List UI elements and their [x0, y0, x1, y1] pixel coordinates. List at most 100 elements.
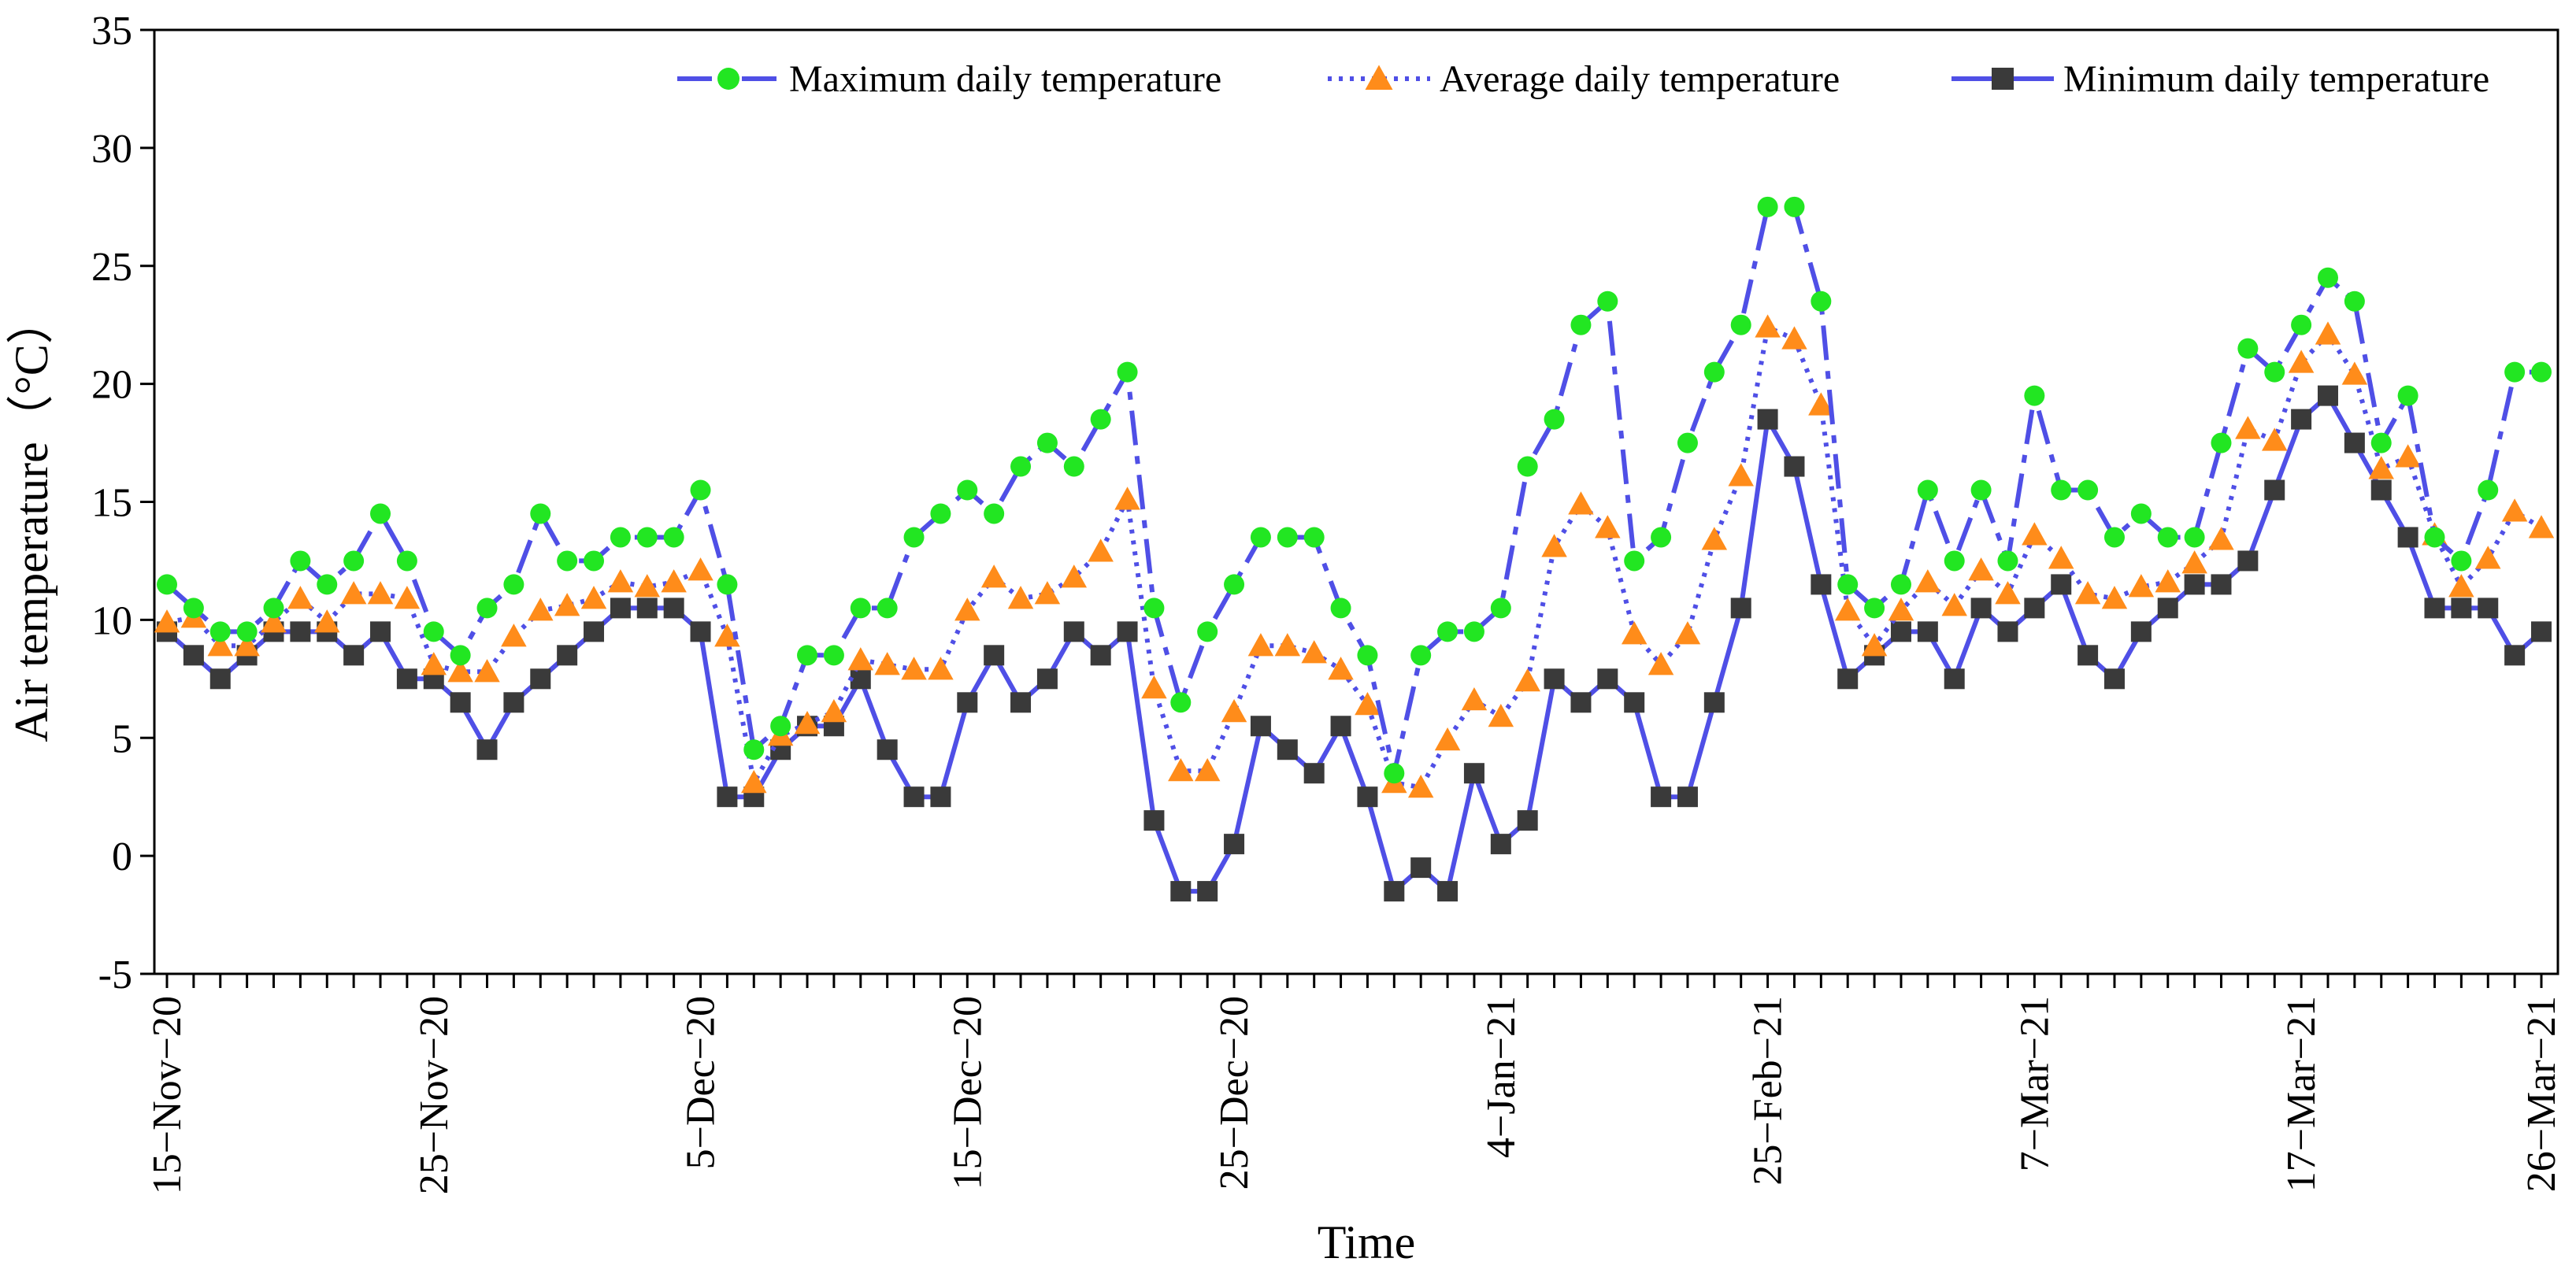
data-point	[234, 633, 260, 657]
data-point	[2397, 527, 2418, 548]
legend-label: Minimum daily temperature	[2063, 58, 2489, 100]
data-point	[2395, 444, 2421, 468]
y-tick-label: 5	[112, 716, 132, 761]
data-point	[1624, 550, 1645, 572]
data-point	[2184, 574, 2205, 595]
data-point	[2291, 314, 2312, 335]
data-point	[1010, 692, 1032, 713]
series-triangle	[154, 314, 2555, 798]
data-point	[2504, 361, 2526, 383]
data-point	[2368, 456, 2394, 479]
data-point	[1221, 699, 1247, 723]
data-point	[554, 593, 580, 616]
data-point	[580, 586, 607, 609]
data-point	[2397, 385, 2418, 406]
data-point	[1247, 633, 1274, 657]
data-point	[1250, 527, 1271, 548]
data-point	[2211, 574, 2232, 595]
data-point	[2128, 574, 2155, 598]
data-point	[688, 557, 713, 581]
data-point	[1063, 456, 1084, 477]
data-point	[847, 647, 874, 671]
data-point	[2448, 574, 2474, 598]
data-point	[1595, 515, 1621, 538]
data-point	[396, 550, 417, 572]
data-point	[714, 624, 740, 647]
data-point	[209, 668, 231, 690]
data-point	[2103, 527, 2125, 548]
data-point	[2478, 479, 2499, 501]
data-point	[1728, 463, 1754, 487]
data-point	[1170, 692, 1192, 713]
legend-marker	[1365, 65, 1393, 90]
data-point	[1488, 704, 1514, 727]
y-tick-label: 35	[91, 9, 132, 54]
data-point	[2501, 498, 2528, 522]
data-point	[1944, 550, 1965, 572]
data-point	[1168, 757, 1194, 782]
data-point	[1970, 479, 1992, 501]
data-point	[2157, 598, 2178, 619]
y-axis-title: Air temperature（°C）	[6, 297, 57, 742]
data-point	[421, 652, 447, 675]
data-point	[1544, 668, 1565, 690]
data-point	[1624, 692, 1645, 713]
data-point	[1007, 586, 1034, 609]
data-point	[903, 527, 925, 548]
x-tick-label: 17−Mar−21	[2279, 996, 2324, 1192]
data-point	[476, 598, 498, 619]
data-point	[2051, 479, 2072, 501]
data-point	[1941, 593, 1967, 616]
data-point	[1407, 774, 1434, 798]
x-tick-label: 25−Dec−20	[1212, 996, 1257, 1190]
data-point	[2022, 522, 2048, 546]
data-point	[2478, 598, 2499, 619]
data-point	[797, 645, 818, 666]
data-point	[1143, 810, 1165, 831]
data-point	[2344, 290, 2365, 312]
data-point	[661, 569, 687, 593]
data-point	[2101, 586, 2128, 609]
data-point	[1730, 598, 1751, 619]
data-point	[1621, 621, 1648, 645]
plot-border	[153, 28, 2559, 975]
data-point	[663, 598, 684, 619]
data-point	[717, 786, 738, 808]
data-point	[1088, 538, 1114, 562]
data-point	[1517, 456, 1538, 477]
data-point	[530, 668, 551, 690]
x-axis-title: Time	[1318, 1216, 1416, 1268]
data-point	[157, 574, 177, 595]
data-point	[2051, 574, 2072, 595]
data-point	[2074, 581, 2101, 605]
data-point	[1463, 763, 1484, 784]
data-point	[263, 598, 284, 619]
data-point	[2528, 515, 2555, 538]
x-axis: 15−Nov−20 25−Nov−20 5−Dec−20 15−Dec−20 25−De…	[145, 974, 2564, 1194]
data-point	[317, 574, 338, 595]
legend-item: Maximum daily temperature	[677, 58, 1221, 100]
data-point	[1703, 361, 1725, 383]
data-point	[1970, 598, 1992, 619]
data-point	[1890, 574, 1911, 595]
data-point	[1568, 491, 1594, 515]
data-point	[367, 581, 394, 605]
legend-item: Minimum daily temperature	[1951, 58, 2489, 100]
data-point	[2264, 361, 2285, 383]
y-tick-label: 25	[91, 245, 132, 290]
data-point	[980, 564, 1007, 588]
series-layer	[154, 196, 2555, 902]
data-point	[1063, 621, 1084, 642]
data-point	[290, 550, 311, 572]
data-point	[1330, 598, 1351, 619]
data-point	[1995, 581, 2021, 605]
data-point	[2344, 432, 2365, 453]
data-point	[370, 621, 391, 642]
data-point	[530, 503, 551, 524]
data-point	[1117, 621, 1138, 642]
data-point	[1997, 621, 2018, 642]
data-point	[850, 598, 871, 619]
data-point	[2237, 338, 2259, 359]
data-point	[1651, 786, 1672, 808]
